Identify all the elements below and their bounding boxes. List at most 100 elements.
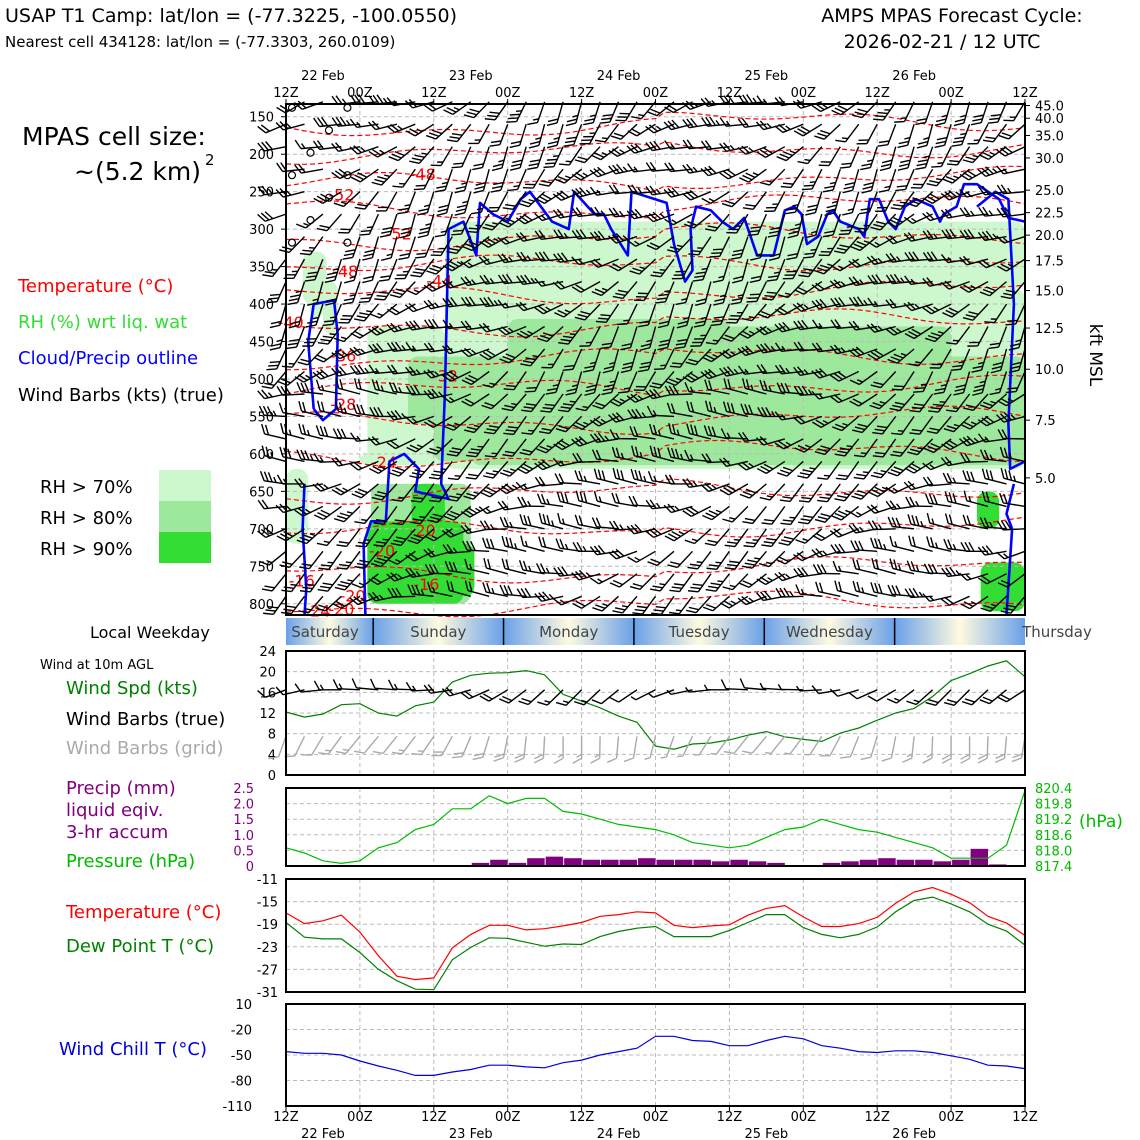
wind-barb xyxy=(379,213,398,238)
barb-flag xyxy=(688,358,699,363)
barb-flag xyxy=(524,274,532,284)
barb-flag xyxy=(574,514,580,525)
barb-half xyxy=(527,500,532,507)
wind-barb xyxy=(638,303,657,328)
barb-flag xyxy=(593,490,598,502)
wind-barb xyxy=(313,452,342,463)
grid-wind-barb xyxy=(1011,736,1026,763)
wind-barb xyxy=(856,123,878,145)
barb-flag xyxy=(523,463,534,470)
barb-flag xyxy=(515,481,524,491)
wind-barb xyxy=(522,168,546,189)
barb-flag xyxy=(629,270,640,275)
barb-half xyxy=(541,214,547,220)
wind-barb xyxy=(693,303,712,328)
barb-flag xyxy=(593,468,598,479)
wind-barb xyxy=(350,168,379,183)
barb-flag xyxy=(690,424,695,435)
barb-staff xyxy=(635,689,656,701)
barb-flag xyxy=(556,191,566,200)
barb-half xyxy=(600,210,606,216)
barb-half xyxy=(646,339,653,343)
barb-flag xyxy=(650,558,661,564)
wind-barb xyxy=(520,348,546,367)
barb-half xyxy=(589,132,596,135)
wind-barb xyxy=(442,319,471,330)
barb-flag xyxy=(695,302,706,307)
wind-barb xyxy=(706,550,730,571)
barb-flag xyxy=(266,301,278,304)
wind-barb xyxy=(334,401,361,418)
barb-half xyxy=(532,118,539,121)
wind-barb xyxy=(664,385,693,396)
barb-flag xyxy=(335,456,343,466)
barb-flag xyxy=(472,166,483,171)
barb-flag xyxy=(510,140,522,145)
barb-flag xyxy=(520,275,528,285)
isotherm-label: -16 xyxy=(289,571,315,590)
barb-flag xyxy=(486,487,497,493)
barb-flag xyxy=(408,552,419,560)
barb-flag xyxy=(355,545,366,548)
wind-barb xyxy=(589,258,619,268)
barb-flag xyxy=(589,260,599,268)
barb-flag xyxy=(497,236,506,245)
barb-flag xyxy=(294,139,302,150)
wind-barb xyxy=(331,142,361,152)
barb-flag xyxy=(437,208,448,213)
barb-flag xyxy=(415,585,421,596)
barb-flag xyxy=(336,515,348,520)
barb-flag xyxy=(663,189,672,198)
barb-flag xyxy=(479,275,487,285)
barb-flag xyxy=(413,534,424,539)
barb-flag xyxy=(553,567,561,577)
wind-barb xyxy=(684,528,712,545)
barb-flag xyxy=(566,388,577,392)
wind-barb xyxy=(609,573,638,588)
cell-size-label: MPAS cell size: xyxy=(22,122,206,151)
barb-flag xyxy=(600,314,611,317)
barb-flag xyxy=(689,506,699,514)
barb-flag xyxy=(281,365,293,368)
wind-barb xyxy=(608,163,638,175)
barb-flag xyxy=(963,490,968,501)
barb-half xyxy=(413,289,420,293)
wind-barb xyxy=(835,123,860,143)
barb-flag xyxy=(505,559,510,570)
barb-flag xyxy=(287,342,299,346)
wind-barb xyxy=(602,348,620,374)
wind-barb xyxy=(443,415,472,431)
barb-flag xyxy=(742,750,753,754)
wind-barb xyxy=(534,212,564,222)
barb-flag xyxy=(571,438,580,447)
barb-flag xyxy=(926,512,931,524)
barb-flag xyxy=(445,372,456,380)
barb-flag xyxy=(675,342,687,346)
barb-flag xyxy=(597,166,606,175)
barb-half xyxy=(563,232,569,239)
barb-half xyxy=(416,128,423,133)
barb-half xyxy=(309,533,316,537)
barb-flag xyxy=(304,278,316,282)
wind-barb xyxy=(682,189,712,201)
wind-barb xyxy=(316,213,342,232)
wind-barb xyxy=(451,146,472,169)
barb-flag xyxy=(351,678,358,689)
wind-barb xyxy=(627,408,656,420)
barb-flag xyxy=(406,446,417,453)
pressure-tick-label: 450 xyxy=(249,336,274,351)
wind-barb xyxy=(798,483,823,503)
barb-flag xyxy=(482,383,493,389)
barb-flag xyxy=(593,231,602,241)
barb-flag xyxy=(386,442,396,450)
barb-flag xyxy=(316,227,328,232)
barb-flag xyxy=(298,423,303,434)
barb-flag xyxy=(517,496,524,507)
wind-barb xyxy=(638,348,657,373)
barb-half xyxy=(489,277,495,284)
wind-barb xyxy=(629,425,656,440)
barb-flag xyxy=(466,540,472,551)
wind-barb xyxy=(649,423,675,440)
wind-barb xyxy=(371,168,398,186)
barb-flag xyxy=(343,252,355,257)
